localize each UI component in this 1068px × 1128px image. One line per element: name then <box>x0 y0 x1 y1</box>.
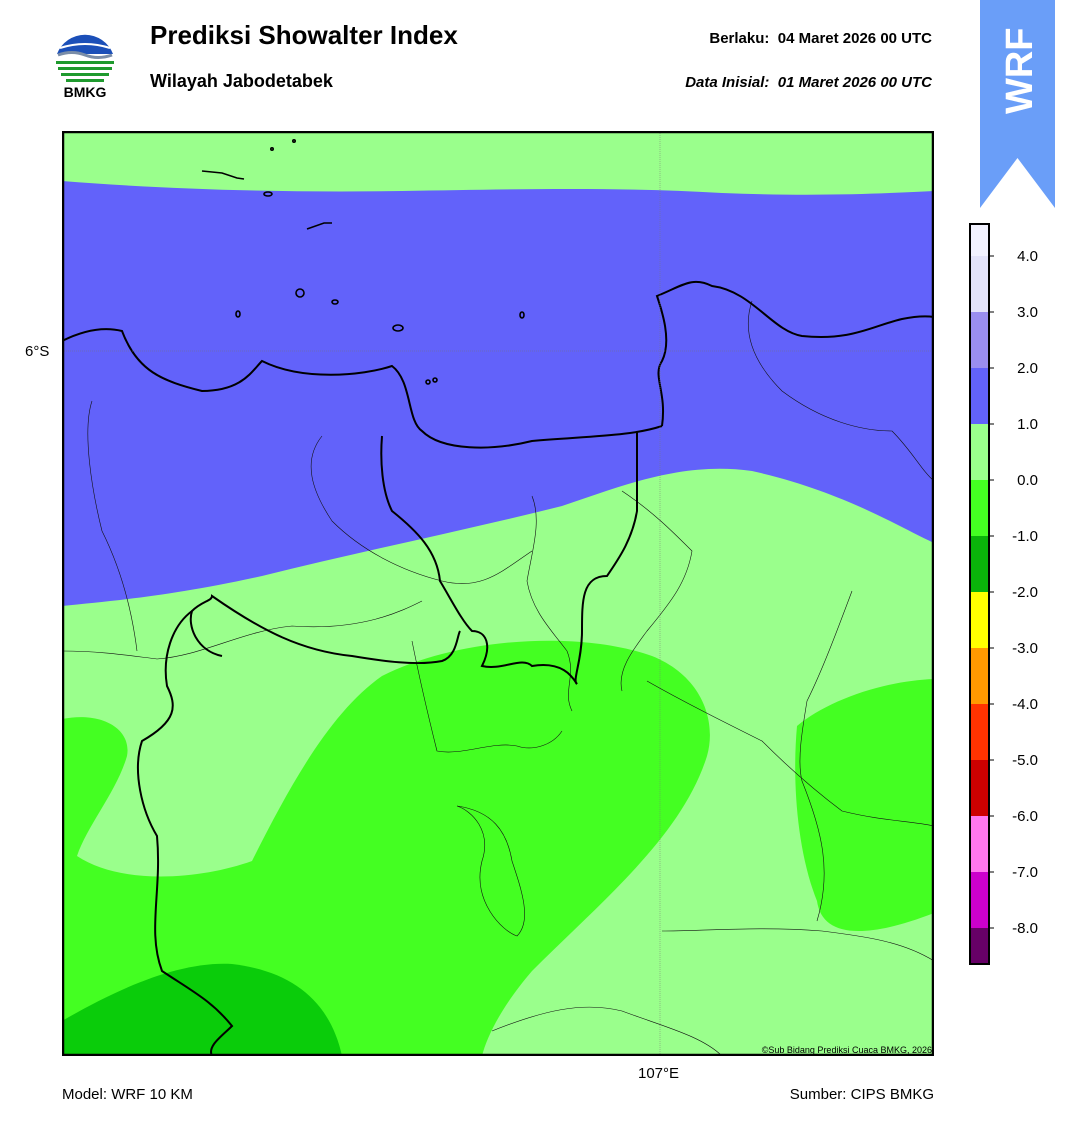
map-credit: ©Sub Bidang Prediksi Cuaca BMKG, 2026 <box>762 1045 932 1055</box>
zone-dark-green-southwest <box>62 963 342 1056</box>
zone-green-east <box>795 679 934 932</box>
colorbar-segment <box>970 928 989 964</box>
colorbar-segment <box>970 256 989 312</box>
page-title: Prediksi Showalter Index <box>150 20 458 50</box>
init-value: 01 Maret 2026 00 UTC <box>777 74 932 91</box>
colorbar-segment <box>970 648 989 704</box>
colorbar-segment <box>970 704 989 760</box>
colorbar-label: -8.0 <box>1012 920 1038 937</box>
valid-time: Berlaku: 04 Maret 2026 00 UTC <box>709 30 932 47</box>
forecast-map: ©Sub Bidang Prediksi Cuaca BMKG, 2026 <box>62 131 934 1056</box>
colorbar-label: -5.0 <box>1012 752 1038 769</box>
latitude-label: 6°S <box>25 343 50 360</box>
colorbar-segment <box>970 872 989 928</box>
model-label: Model: WRF 10 KM <box>62 1086 193 1103</box>
colorbar-label: 1.0 <box>1017 416 1038 433</box>
colorbar-label: 2.0 <box>1017 360 1038 377</box>
init-time: Data Inisial: 01 Maret 2026 00 UTC <box>685 74 932 91</box>
valid-value: 04 Maret 2026 00 UTC <box>777 30 932 47</box>
wrf-banner-text: WRF <box>999 27 1041 114</box>
colorbar-segment <box>970 536 989 592</box>
zone-green-west <box>62 640 710 1056</box>
colorbar-segments <box>970 224 989 964</box>
page-subtitle: Wilayah Jabodetabek <box>150 71 333 91</box>
init-label: Data Inisial: <box>685 74 770 91</box>
colorbar-segment <box>970 760 989 816</box>
colorbar-labels: 4.0 3.0 2.0 1.0 0.0 -1.0 -2.0 -3.0 -4.0 -5.0 -6.0 -… <box>989 248 1038 937</box>
colorbar-label: 4.0 <box>1017 248 1038 265</box>
colorbar-segment <box>970 592 989 648</box>
logo-text: BMKG <box>63 84 107 100</box>
colorbar-segment <box>970 368 989 424</box>
valid-label: Berlaku: <box>709 30 770 47</box>
colorbar-label: -1.0 <box>1012 528 1038 545</box>
colorbar-label: -2.0 <box>1012 584 1038 601</box>
colorbar-segment <box>970 312 989 368</box>
colorbar-label: -7.0 <box>1012 864 1038 881</box>
colorbar-segment <box>970 480 989 536</box>
colorbar-label: 3.0 <box>1017 304 1038 321</box>
colorbar-segment <box>970 816 989 872</box>
colorbar-segment <box>970 224 989 256</box>
colorbar-label: -6.0 <box>1012 808 1038 825</box>
bmkg-logo-icon <box>55 31 115 91</box>
colorbar-label: -4.0 <box>1012 696 1038 713</box>
colorbar-segment <box>970 424 989 480</box>
colorbar: 4.0 3.0 2.0 1.0 0.0 -1.0 -2.0 -3.0 -4.0 -5.0 -6.0 -… <box>969 223 1038 965</box>
colorbar-label: -3.0 <box>1012 640 1038 657</box>
wrf-banner: WRF <box>980 0 1055 208</box>
colorbar-label: 0.0 <box>1017 472 1038 489</box>
source-label: Sumber: CIPS BMKG <box>789 1086 934 1103</box>
longitude-label: 107°E <box>638 1065 680 1082</box>
